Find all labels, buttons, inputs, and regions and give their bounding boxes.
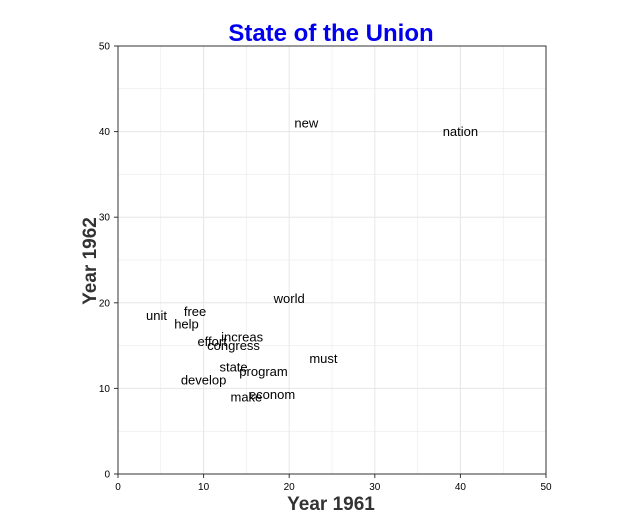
word-labels: new nation world free unit help increaseffortc… — [146, 116, 478, 405]
y-tick-label: 40 — [99, 127, 111, 138]
word-label-program: program — [239, 364, 287, 379]
word-label-state: state — [219, 360, 247, 375]
word-label-must: must — [309, 351, 338, 366]
y-tick-label: 10 — [99, 384, 111, 395]
x-axis-label: Year 1961 — [287, 494, 375, 515]
word-label-effort: effort — [197, 334, 227, 349]
y-tick-label: 0 — [104, 470, 110, 481]
word-label-econom: econom — [249, 387, 295, 402]
ticks: 0 10 20 30 40 50 0 10 20 30 40 50 — [99, 42, 552, 494]
word-label-nation: nation — [443, 124, 478, 139]
word-label-develop: develop — [181, 372, 227, 387]
x-tick-label: 50 — [540, 482, 552, 493]
word-label-free: free — [184, 304, 206, 319]
word-label-congress: congress — [207, 338, 260, 353]
word-label-increas: increas — [221, 330, 263, 345]
word-label-make: make — [231, 389, 263, 404]
plot-frame — [117, 45, 547, 475]
x-tick-label: 20 — [284, 482, 296, 493]
x-tick-label: 30 — [369, 482, 381, 493]
y-axis-label: Year 1962 — [80, 217, 101, 305]
grid — [117, 45, 547, 475]
x-tick-label: 0 — [115, 482, 121, 493]
chart-title: State of the Union — [228, 20, 433, 47]
y-tick-label: 50 — [99, 42, 111, 53]
word-label-help: help — [174, 317, 199, 332]
word-label-new: new — [294, 116, 318, 131]
y-tick-label: 30 — [99, 213, 111, 224]
x-tick-label: 40 — [455, 482, 467, 493]
word-label-world: world — [273, 291, 305, 306]
x-tick-label: 10 — [198, 482, 210, 493]
word-label-unit: unit — [146, 308, 167, 323]
y-tick-label: 20 — [99, 298, 111, 309]
